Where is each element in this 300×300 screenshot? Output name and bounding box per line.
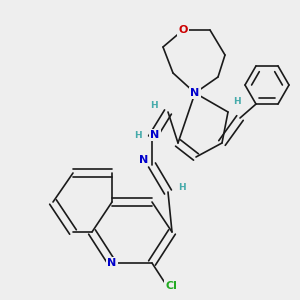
Text: N: N (140, 155, 148, 165)
Text: N: N (190, 88, 200, 98)
Text: N: N (107, 258, 117, 268)
Text: Cl: Cl (165, 281, 177, 291)
Text: H: H (134, 130, 142, 140)
Text: H: H (233, 98, 241, 106)
Text: O: O (178, 25, 188, 35)
Text: N: N (150, 130, 160, 140)
Text: H: H (178, 182, 186, 191)
Text: H: H (150, 101, 158, 110)
